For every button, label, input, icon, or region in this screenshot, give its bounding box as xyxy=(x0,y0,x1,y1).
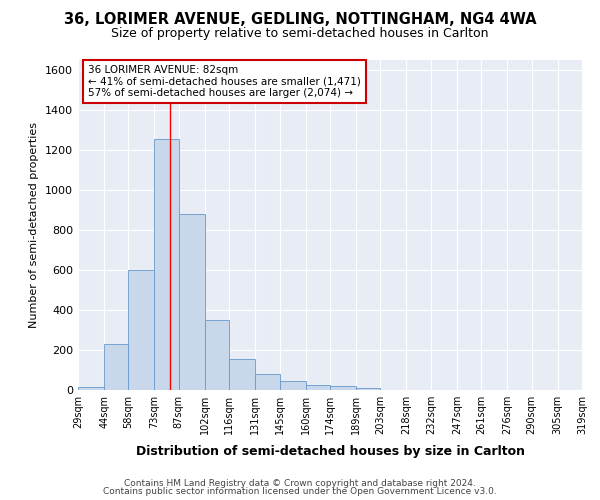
Bar xyxy=(356,388,380,390)
X-axis label: Distribution of semi-detached houses by size in Carlton: Distribution of semi-detached houses by … xyxy=(136,446,524,458)
Bar xyxy=(330,386,356,390)
Bar xyxy=(78,387,104,390)
Bar xyxy=(154,139,179,390)
Text: 36, LORIMER AVENUE, GEDLING, NOTTINGHAM, NG4 4WA: 36, LORIMER AVENUE, GEDLING, NOTTINGHAM,… xyxy=(64,12,536,28)
Text: 36 LORIMER AVENUE: 82sqm
← 41% of semi-detached houses are smaller (1,471)
57% o: 36 LORIMER AVENUE: 82sqm ← 41% of semi-d… xyxy=(88,65,361,98)
Bar xyxy=(179,214,205,390)
Y-axis label: Number of semi-detached properties: Number of semi-detached properties xyxy=(29,122,40,328)
Bar xyxy=(255,374,280,390)
Text: Size of property relative to semi-detached houses in Carlton: Size of property relative to semi-detach… xyxy=(111,28,489,40)
Bar xyxy=(205,320,229,390)
Bar xyxy=(305,385,330,390)
Bar xyxy=(104,344,128,390)
Text: Contains public sector information licensed under the Open Government Licence v3: Contains public sector information licen… xyxy=(103,487,497,496)
Bar xyxy=(229,359,255,390)
Text: Contains HM Land Registry data © Crown copyright and database right 2024.: Contains HM Land Registry data © Crown c… xyxy=(124,478,476,488)
Bar xyxy=(128,270,154,390)
Bar xyxy=(280,381,305,390)
